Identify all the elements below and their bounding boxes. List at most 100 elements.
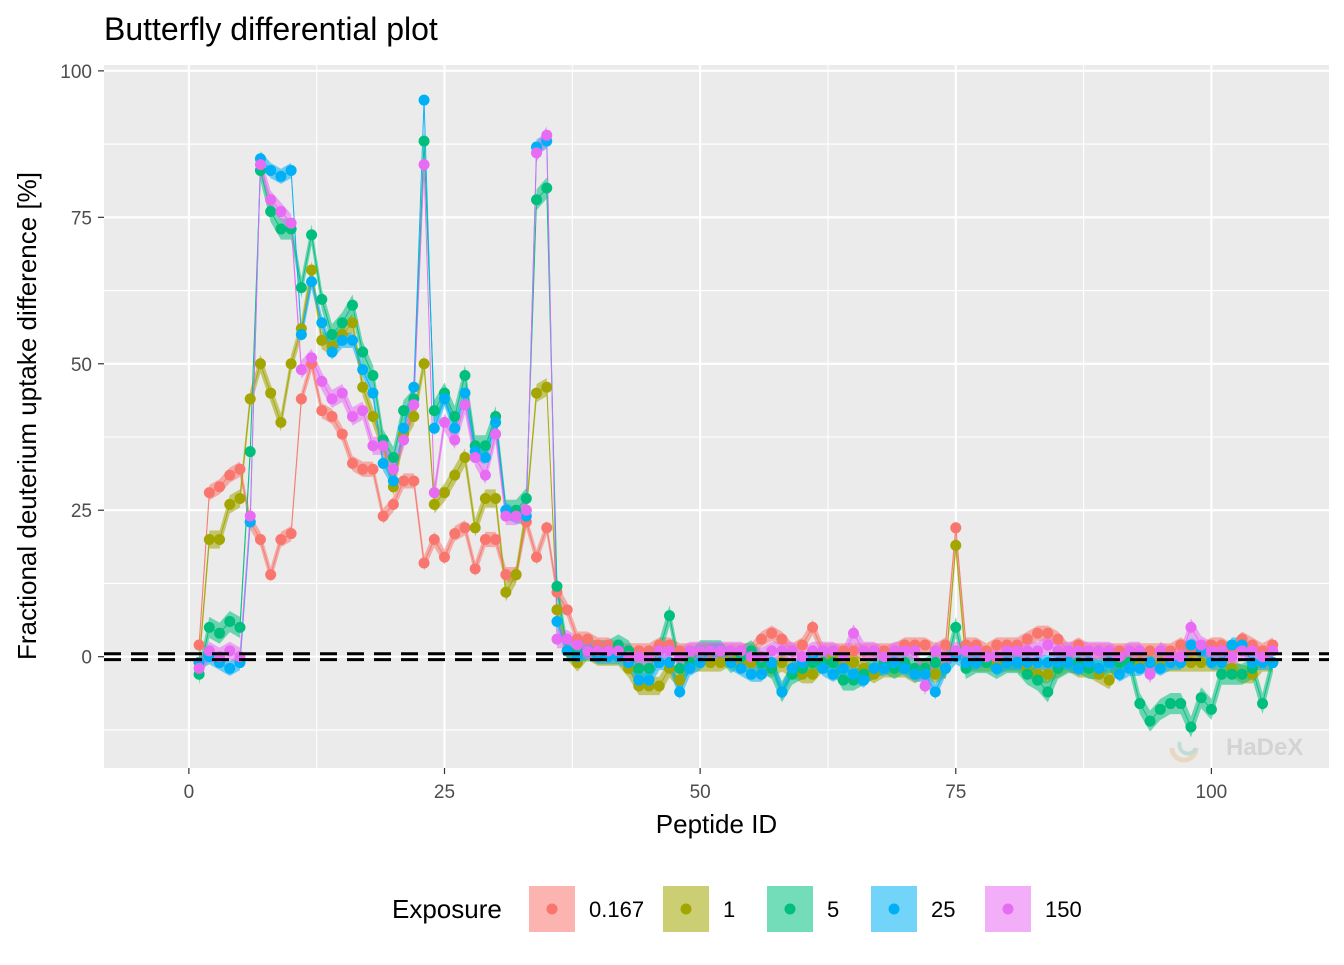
point-series-150 xyxy=(295,364,307,376)
point-series-5 xyxy=(203,621,215,633)
point-series-5 xyxy=(1175,698,1187,710)
point-series-150 xyxy=(520,504,532,516)
y-axis-label: Fractional deuterium uptake difference [… xyxy=(12,172,42,660)
point-series-1 xyxy=(551,604,563,616)
y-axis: 0 25 50 75 100 xyxy=(60,62,104,669)
point-series-150 xyxy=(244,510,256,522)
point-series-150 xyxy=(1195,639,1207,651)
point-series-25 xyxy=(899,662,911,674)
point-series-0.167 xyxy=(1042,627,1054,639)
point-series-25 xyxy=(1226,639,1238,651)
point-series-5 xyxy=(459,369,471,381)
point-series-1 xyxy=(449,469,461,481)
legend-title: Exposure xyxy=(392,894,502,924)
point-series-5 xyxy=(1154,703,1166,715)
point-series-5 xyxy=(950,621,962,633)
point-series-0.167 xyxy=(439,551,451,563)
point-series-1 xyxy=(479,493,491,505)
point-series-0.167 xyxy=(234,463,246,475)
point-series-25 xyxy=(1124,662,1136,674)
point-series-0.167 xyxy=(459,522,471,534)
point-series-5 xyxy=(224,616,236,628)
point-series-0.167 xyxy=(224,469,236,481)
series-ribbons xyxy=(199,92,1273,738)
point-series-5 xyxy=(234,621,246,633)
point-series-25 xyxy=(479,452,491,464)
legend-label-25: 25 xyxy=(931,897,955,922)
point-series-150 xyxy=(1144,668,1156,680)
point-series-0.167 xyxy=(950,522,962,534)
point-series-25 xyxy=(643,674,655,686)
point-series-150 xyxy=(326,393,338,405)
point-series-25 xyxy=(940,662,952,674)
point-series-0.167 xyxy=(1052,633,1064,645)
point-series-1 xyxy=(265,387,277,399)
point-series-1 xyxy=(807,668,819,680)
point-series-5 xyxy=(449,411,461,422)
ribbon-series-150 xyxy=(199,126,1273,696)
point-series-150 xyxy=(848,627,860,639)
point-series-0.167 xyxy=(265,569,277,581)
point-series-1 xyxy=(408,411,420,422)
legend-label-5: 5 xyxy=(827,897,839,922)
point-series-150 xyxy=(500,510,512,522)
point-series-0.167 xyxy=(316,405,328,417)
point-series-0.167 xyxy=(398,475,410,487)
point-series-25 xyxy=(776,686,788,698)
point-series-25 xyxy=(817,662,829,674)
y-tick-label: 25 xyxy=(71,501,92,522)
point-series-1 xyxy=(531,387,543,399)
y-tick-label: 0 xyxy=(81,648,92,669)
point-series-0.167 xyxy=(346,457,358,469)
point-series-1 xyxy=(715,657,727,669)
point-series-5 xyxy=(1134,698,1146,710)
hadex-watermark: HaDeX xyxy=(1169,734,1303,763)
point-series-25 xyxy=(909,668,921,680)
point-series-150 xyxy=(1175,651,1187,663)
point-series-25 xyxy=(991,662,1003,674)
point-series-0.167 xyxy=(254,534,266,546)
point-series-1 xyxy=(848,657,860,669)
point-series-150 xyxy=(316,375,328,387)
point-series-150 xyxy=(929,645,941,657)
point-series-0.167 xyxy=(367,463,379,475)
point-series-1 xyxy=(244,393,256,405)
point-series-1 xyxy=(541,381,553,393)
point-series-0.167 xyxy=(295,393,307,405)
point-series-5 xyxy=(367,369,379,381)
point-series-0.167 xyxy=(193,639,205,651)
point-series-150 xyxy=(1226,651,1238,663)
point-series-5 xyxy=(837,674,849,686)
point-series-150 xyxy=(561,633,573,645)
point-series-150 xyxy=(1185,621,1197,633)
y-tick-label: 50 xyxy=(71,355,92,376)
point-series-25 xyxy=(1134,662,1146,674)
x-tick-label: 25 xyxy=(434,782,455,803)
point-series-150 xyxy=(408,399,420,411)
point-series-1 xyxy=(316,334,328,346)
point-series-150 xyxy=(346,411,358,422)
point-series-25 xyxy=(326,346,338,358)
point-series-150 xyxy=(357,405,369,417)
point-series-5 xyxy=(531,194,543,206)
point-series-150 xyxy=(878,651,890,663)
point-series-25 xyxy=(1113,668,1125,680)
x-tick-label: 50 xyxy=(690,782,711,803)
point-series-25 xyxy=(868,662,880,674)
point-series-150 xyxy=(377,440,389,452)
point-series-0.167 xyxy=(541,522,553,534)
ribbon-series-0.167 xyxy=(199,356,1273,659)
point-series-150 xyxy=(571,639,583,651)
point-series-25 xyxy=(1093,662,1105,674)
point-series-25 xyxy=(224,662,236,674)
point-series-150 xyxy=(531,147,543,159)
point-series-25 xyxy=(285,164,297,176)
x-axis-label: Peptide ID xyxy=(656,809,777,839)
point-series-0.167 xyxy=(1175,639,1187,651)
point-series-5 xyxy=(1195,692,1207,704)
point-series-0.167 xyxy=(377,510,389,522)
point-series-0.167 xyxy=(418,557,430,569)
point-series-5 xyxy=(929,657,941,669)
point-series-0.167 xyxy=(203,487,215,499)
